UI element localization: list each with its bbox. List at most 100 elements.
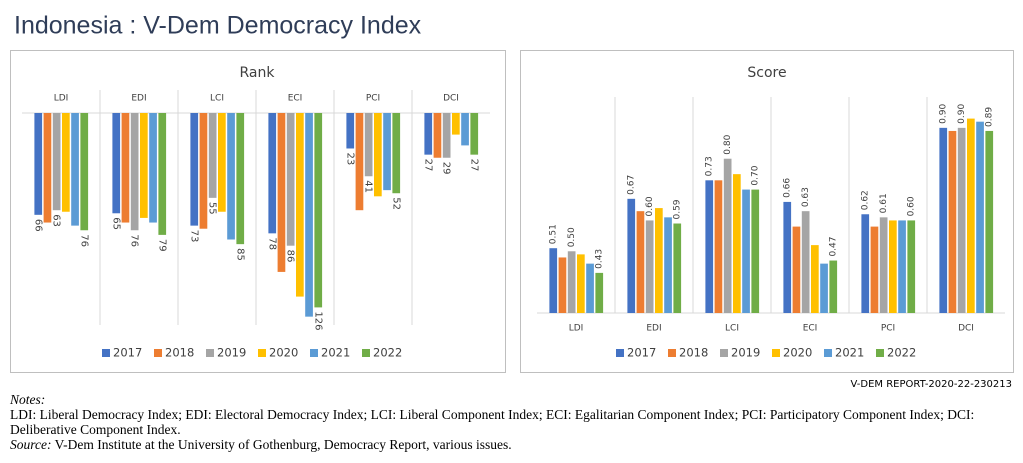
bar: [939, 127, 948, 313]
data-label: 0.60: [907, 196, 917, 216]
bar: [130, 113, 139, 231]
bar: [861, 214, 870, 313]
bar: [967, 118, 975, 313]
bar: [889, 220, 897, 313]
bar: [190, 113, 199, 226]
bar: [595, 272, 604, 313]
bar: [461, 113, 469, 146]
bar: [957, 127, 966, 313]
data-label: 66: [32, 219, 43, 232]
data-label: 78: [266, 237, 277, 250]
legend-swatch: [668, 349, 676, 357]
data-label: 0.51: [549, 224, 559, 244]
data-label: 27: [468, 159, 479, 172]
bar: [346, 113, 355, 149]
figure: Indonesia : V-Dem Democracy Index V-DEM …: [10, 12, 1014, 390]
report-id: V-DEM REPORT-2020-22-230213: [851, 379, 1012, 390]
bar: [227, 113, 235, 240]
legend-swatch: [206, 349, 214, 357]
chart-panel: [10, 50, 506, 373]
category-label: LCI: [210, 94, 224, 104]
data-label: 0.70: [751, 165, 761, 185]
category-label: DCI: [958, 324, 974, 334]
data-label: 76: [129, 234, 140, 247]
bar: [898, 220, 906, 313]
data-label: 0.66: [783, 178, 793, 198]
notes-heading: Notes:: [10, 392, 46, 407]
chart-panel: [520, 50, 1014, 373]
bar: [158, 113, 167, 235]
data-label: 0.89: [985, 107, 995, 127]
legend-swatch: [876, 349, 884, 357]
data-label: 0.47: [829, 236, 839, 256]
category-label: ECI: [288, 94, 303, 104]
bar: [140, 113, 148, 218]
bar: [655, 208, 663, 313]
data-label: 0.60: [645, 196, 655, 216]
bar: [374, 113, 382, 197]
bar: [985, 130, 994, 313]
bar: [355, 113, 364, 211]
legend-label: 2017: [627, 346, 656, 360]
legend-label: 2019: [217, 346, 246, 360]
bar: [392, 113, 401, 194]
bar: [870, 226, 879, 313]
bar: [636, 211, 645, 313]
bar: [801, 211, 810, 313]
bar: [811, 245, 819, 313]
bar: [645, 220, 654, 313]
legend-label: 2020: [783, 346, 812, 360]
bar: [664, 217, 672, 313]
category-label: LDI: [54, 94, 69, 104]
legend-swatch: [824, 349, 832, 357]
bar: [627, 198, 636, 313]
source-label: Source:: [10, 437, 52, 452]
chart-title: Rank: [240, 65, 276, 81]
legend-swatch: [616, 349, 624, 357]
bar: [733, 174, 741, 313]
bar: [424, 113, 433, 155]
bar: [149, 113, 157, 223]
bar: [751, 189, 760, 313]
bar: [80, 113, 89, 231]
bar: [452, 113, 460, 135]
legend-label: 2018: [679, 346, 708, 360]
bar: [673, 223, 682, 313]
bar: [62, 113, 70, 212]
data-label: 0.73: [705, 156, 715, 176]
bar: [470, 113, 479, 155]
legend-label: 2017: [113, 346, 142, 360]
data-label: 65: [110, 217, 121, 230]
page-title: Indonesia : V-Dem Democracy Index: [14, 12, 422, 40]
bar: [71, 113, 79, 226]
bar: [277, 113, 286, 272]
bar: [199, 113, 208, 229]
data-label: 0.62: [861, 190, 871, 210]
notes-text: LDI: Liberal Democracy Index; EDI: Elect…: [10, 407, 975, 437]
data-label: 0.50: [567, 227, 577, 247]
legend-swatch: [310, 349, 318, 357]
bar: [820, 263, 828, 313]
data-label: 0.90: [957, 104, 967, 124]
bar: [723, 158, 732, 313]
data-label: 0.67: [627, 175, 637, 195]
bar: [236, 113, 245, 245]
bar: [714, 180, 723, 313]
bar: [208, 113, 217, 198]
bar: [268, 113, 277, 234]
legend-swatch: [154, 349, 162, 357]
bar: [792, 226, 801, 313]
legend-swatch: [362, 349, 370, 357]
bar: [567, 251, 576, 313]
bar: [442, 113, 451, 158]
bar: [783, 201, 792, 313]
data-label: 63: [51, 214, 62, 227]
data-label: 27: [422, 159, 433, 172]
bar: [218, 113, 226, 212]
bar: [43, 113, 52, 223]
category-label: EDI: [646, 324, 661, 334]
data-label: 126: [312, 311, 323, 330]
chart-title: Score: [747, 65, 786, 81]
bar: [314, 113, 323, 308]
